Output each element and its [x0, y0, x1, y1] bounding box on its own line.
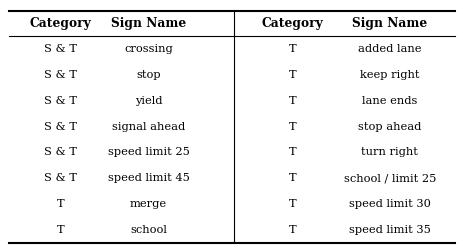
- Text: T: T: [288, 70, 295, 80]
- Text: speed limit 25: speed limit 25: [107, 148, 189, 157]
- Text: signal ahead: signal ahead: [112, 122, 185, 131]
- Text: yield: yield: [134, 96, 162, 106]
- Text: T: T: [288, 96, 295, 106]
- Text: S & T: S & T: [44, 44, 77, 54]
- Text: keep right: keep right: [359, 70, 419, 80]
- Text: S & T: S & T: [44, 173, 77, 183]
- Text: Sign Name: Sign Name: [111, 17, 186, 30]
- Text: turn right: turn right: [361, 148, 417, 157]
- Text: T: T: [288, 148, 295, 157]
- Text: speed limit 30: speed limit 30: [348, 199, 430, 209]
- Text: Category: Category: [261, 17, 323, 30]
- Text: S & T: S & T: [44, 148, 77, 157]
- Text: Sign Name: Sign Name: [351, 17, 426, 30]
- Text: added lane: added lane: [357, 44, 420, 54]
- Text: stop: stop: [136, 70, 161, 80]
- Text: S & T: S & T: [44, 70, 77, 80]
- Text: T: T: [288, 199, 295, 209]
- Text: crossing: crossing: [124, 44, 173, 54]
- Text: T: T: [288, 173, 295, 183]
- Text: T: T: [288, 225, 295, 235]
- Text: school: school: [130, 225, 167, 235]
- Text: speed limit 35: speed limit 35: [348, 225, 430, 235]
- Text: S & T: S & T: [44, 96, 77, 106]
- Text: S & T: S & T: [44, 122, 77, 131]
- Text: merge: merge: [130, 199, 167, 209]
- Text: T: T: [288, 44, 295, 54]
- Text: school / limit 25: school / limit 25: [343, 173, 435, 183]
- Text: Category: Category: [29, 17, 91, 30]
- Text: T: T: [56, 225, 64, 235]
- Text: T: T: [288, 122, 295, 131]
- Text: speed limit 45: speed limit 45: [107, 173, 189, 183]
- Text: lane ends: lane ends: [361, 96, 417, 106]
- Text: stop ahead: stop ahead: [357, 122, 420, 131]
- Text: T: T: [56, 199, 64, 209]
